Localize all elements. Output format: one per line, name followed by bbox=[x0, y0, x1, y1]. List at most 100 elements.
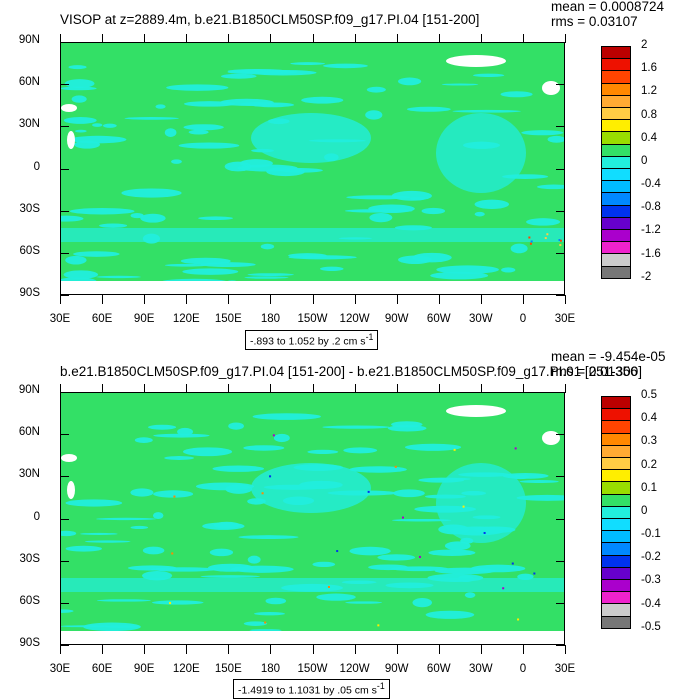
field-patch bbox=[369, 213, 393, 223]
field-patch bbox=[200, 262, 256, 268]
colorbar-label: -0.4 bbox=[641, 597, 661, 610]
colorbar-label: 0 bbox=[641, 504, 648, 517]
field-patch bbox=[150, 567, 217, 572]
field-patch bbox=[65, 255, 87, 265]
field-patch bbox=[290, 62, 326, 66]
colorbar-label: 0.1 bbox=[641, 481, 657, 494]
field-patch bbox=[243, 445, 285, 451]
field-patch bbox=[253, 612, 286, 616]
colorbar-label: 0.8 bbox=[641, 108, 657, 121]
colorbar-swatch bbox=[601, 265, 631, 279]
colorbar-label: 2 bbox=[641, 39, 648, 51]
field-patch bbox=[212, 465, 265, 472]
colorbar-swatch bbox=[601, 143, 631, 157]
x-tick-label: 150W bbox=[297, 663, 328, 675]
y-tick bbox=[556, 126, 565, 128]
y-tick bbox=[556, 518, 565, 520]
field-patch bbox=[391, 421, 423, 428]
field-patch bbox=[434, 567, 496, 575]
field-patch bbox=[251, 113, 371, 163]
y-tick-label: 0 bbox=[33, 160, 40, 173]
field-speckle bbox=[530, 240, 533, 243]
field-patch bbox=[398, 255, 433, 265]
colorbar-label: -1.6 bbox=[641, 247, 661, 260]
land-mask bbox=[61, 454, 77, 462]
x-tick bbox=[354, 645, 356, 654]
x-tick bbox=[522, 295, 524, 304]
colorbar-swatch bbox=[601, 542, 631, 556]
y-tick bbox=[556, 295, 565, 296]
field-patch bbox=[343, 447, 378, 454]
field-patch bbox=[230, 565, 294, 573]
x-tick bbox=[144, 384, 146, 393]
x-tick bbox=[60, 34, 61, 43]
map-plot bbox=[60, 392, 565, 645]
colorbar-swatch bbox=[601, 119, 631, 133]
field-speckle bbox=[517, 618, 520, 621]
field-patch bbox=[198, 216, 234, 221]
x-tick-label: 0 bbox=[519, 663, 527, 675]
x-tick bbox=[228, 295, 230, 304]
y-tick-label: 30N bbox=[18, 118, 40, 131]
x-tick bbox=[480, 34, 482, 43]
field-patch bbox=[412, 598, 432, 608]
x-tick bbox=[480, 295, 482, 304]
x-tick bbox=[312, 295, 314, 304]
y-tick-label: 60S bbox=[19, 594, 40, 607]
field-speckle bbox=[269, 475, 272, 478]
x-tick bbox=[60, 645, 61, 654]
field-patch bbox=[74, 140, 101, 149]
x-tick bbox=[565, 384, 566, 393]
field-patch bbox=[83, 622, 141, 632]
y-tick bbox=[60, 518, 69, 520]
y-tick-label: 90N bbox=[18, 384, 40, 396]
colorbar-label: -0.5 bbox=[641, 620, 661, 633]
colorbar-swatch bbox=[601, 615, 631, 629]
x-tick-label: 30E bbox=[554, 313, 576, 325]
field-patch bbox=[153, 490, 194, 498]
field-speckle bbox=[171, 552, 174, 555]
x-tick bbox=[312, 34, 314, 43]
land-mask bbox=[542, 431, 560, 445]
colorbar-swatch bbox=[601, 469, 631, 483]
x-tick-label: 90W bbox=[384, 663, 409, 675]
field-patch bbox=[61, 609, 74, 613]
field-speckle bbox=[558, 239, 561, 242]
map-field bbox=[61, 43, 564, 294]
range-label: -1.4919 to 1.1031 by .05 cm s-1 bbox=[233, 679, 390, 699]
field-speckle bbox=[483, 531, 486, 534]
colorbar-swatch bbox=[601, 432, 631, 446]
field-patch bbox=[151, 600, 204, 605]
x-tick-label: 120W bbox=[339, 313, 370, 325]
field-patch bbox=[153, 433, 210, 438]
field-speckle bbox=[327, 585, 330, 588]
field-patch bbox=[405, 443, 462, 451]
x-tick-label: 150W bbox=[297, 313, 328, 325]
field-patch bbox=[526, 218, 561, 226]
field-speckle bbox=[559, 239, 562, 242]
y-tick bbox=[60, 602, 69, 604]
mean-stat: mean = -9.454e-05 bbox=[551, 349, 666, 364]
field-patch bbox=[273, 433, 290, 443]
y-tick bbox=[60, 84, 69, 86]
field-patch bbox=[130, 212, 144, 219]
rms-stat: rms = 0.03107 bbox=[551, 14, 638, 29]
y-tick-label: 60S bbox=[19, 244, 40, 257]
field-patch bbox=[473, 73, 505, 78]
field-patch bbox=[249, 629, 282, 632]
x-tick bbox=[396, 34, 398, 43]
field-patch bbox=[183, 447, 233, 457]
field-patch bbox=[430, 271, 489, 280]
field-patch bbox=[164, 128, 177, 137]
colorbar-swatch bbox=[601, 603, 631, 617]
field-speckle bbox=[336, 550, 339, 553]
field-patch bbox=[61, 578, 564, 592]
field-patch bbox=[121, 188, 182, 198]
x-tick bbox=[438, 295, 440, 304]
colorbar-swatch bbox=[601, 505, 631, 519]
field-patch bbox=[521, 130, 564, 136]
x-tick-label: 60E bbox=[91, 663, 113, 675]
x-tick-label: 120W bbox=[339, 663, 370, 675]
x-tick-label: 90E bbox=[133, 663, 155, 675]
field-patch bbox=[516, 494, 564, 501]
